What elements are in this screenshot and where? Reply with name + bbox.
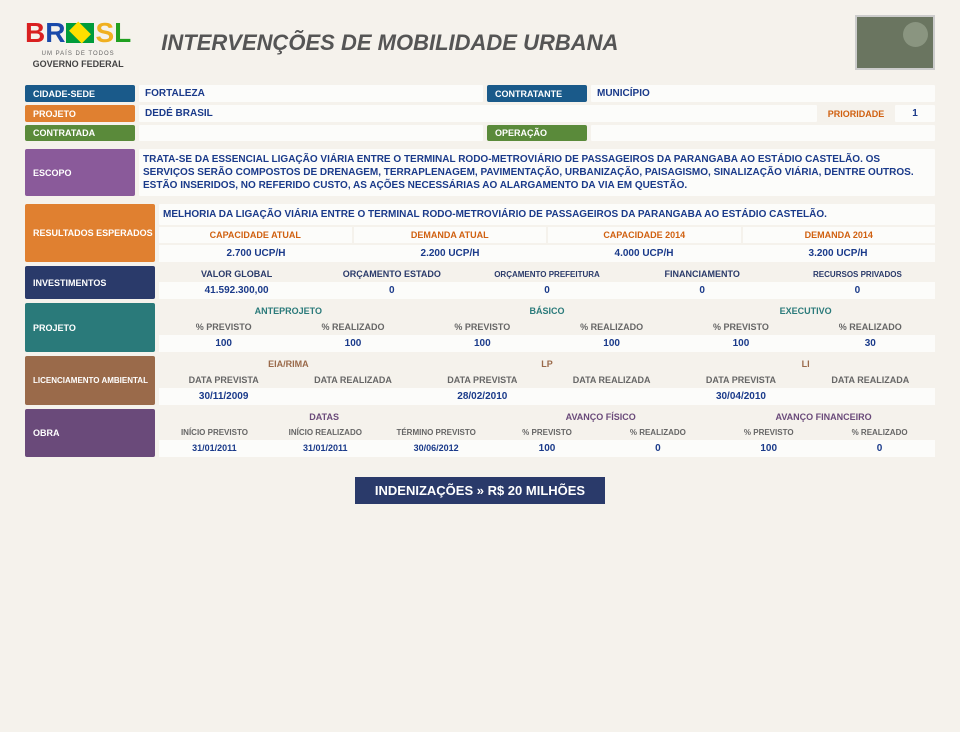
label-eia: EIA/RIMA: [159, 356, 418, 372]
label-anteprojeto: ANTEPROJETO: [159, 303, 418, 319]
label-real2: % REALIZADO: [547, 319, 676, 335]
brasil-logo: B R S L UM PAÍS DE TODOS GOVERNO FEDERAL: [25, 17, 131, 69]
label-dr2: DATA REALIZADA: [547, 372, 676, 388]
label-dp3: DATA PREVISTA: [676, 372, 805, 388]
label-cidade-sede: CIDADE-SEDE: [25, 85, 135, 102]
value-cap-2014: 4.000 UCP/H: [547, 245, 741, 262]
value-contratante: MUNICÍPIO: [591, 85, 935, 102]
value-operacao: [591, 125, 935, 141]
label-dem-atual: DEMANDA ATUAL: [354, 227, 547, 243]
label-resultados: RESULTADOS ESPERADOS: [25, 204, 155, 262]
value-resultados: MELHORIA DA LIGAÇÃO VIÁRIA ENTRE O TERMI…: [159, 204, 935, 225]
label-preal1: % REALIZADO: [602, 425, 713, 440]
page-title: INTERVENÇÕES DE MOBILIDADE URBANA: [161, 30, 825, 56]
label-dr1: DATA REALIZADA: [288, 372, 417, 388]
label-projeto: PROJETO: [25, 105, 135, 122]
label-basico: BÁSICO: [418, 303, 677, 319]
label-real1: % REALIZADO: [288, 319, 417, 335]
value-contratada: [139, 125, 483, 141]
label-dem-2014: DEMANDA 2014: [743, 227, 936, 243]
header-photo: [855, 15, 935, 70]
obra-val: 30/06/2012: [381, 440, 492, 457]
label-prev1: % PREVISTO: [159, 319, 288, 335]
obra-val: 100: [492, 440, 603, 457]
lic-date: 28/02/2010: [418, 388, 547, 405]
logo-letter: L: [114, 17, 131, 49]
label-contratante: CONTRATANTE: [487, 85, 587, 102]
value-escopo: TRATA-SE DA ESSENCIAL LIGAÇÃO VIÁRIA ENT…: [139, 149, 935, 196]
label-dp2: DATA PREVISTA: [418, 372, 547, 388]
lic-date: [806, 388, 935, 405]
label-pprev2: % PREVISTO: [713, 425, 824, 440]
label-projeto2: PROJETO: [25, 303, 155, 352]
value-valor-global: 41.592.300,00: [159, 282, 314, 299]
obra-val: 0: [602, 440, 713, 457]
value-projeto: DEDÉ BRASIL: [139, 105, 817, 122]
label-inic-real: INÍCIO REALIZADO: [270, 425, 381, 440]
value-financ: 0: [625, 282, 780, 299]
label-executivo: EXECUTIVO: [676, 303, 935, 319]
value-orc-pref: 0: [469, 282, 624, 299]
value-cidade-sede: FORTALEZA: [139, 85, 483, 102]
logo-letter: S: [95, 17, 114, 49]
document-header: B R S L UM PAÍS DE TODOS GOVERNO FEDERAL…: [25, 15, 935, 70]
label-av-fin: AVANÇO FINANCEIRO: [712, 409, 935, 425]
label-av-fisico: AVANÇO FÍSICO: [489, 409, 712, 425]
label-investimentos: INVESTIMENTOS: [25, 266, 155, 299]
label-orc-pref: ORÇAMENTO PREFEITURA: [469, 266, 624, 282]
label-term-prev: TÉRMINO PREVISTO: [381, 425, 492, 440]
label-prev3: % PREVISTO: [676, 319, 805, 335]
label-lp: LP: [418, 356, 677, 372]
label-contratada: CONTRATADA: [25, 125, 135, 141]
label-li: LI: [676, 356, 935, 372]
label-operacao: OPERAÇÃO: [487, 125, 587, 141]
label-valor-global: VALOR GLOBAL: [159, 266, 314, 282]
obra-val: 0: [824, 440, 935, 457]
label-cap-atual: CAPACIDADE ATUAL: [159, 227, 352, 243]
label-cap-2014: CAPACIDADE 2014: [548, 227, 741, 243]
label-preal2: % REALIZADO: [824, 425, 935, 440]
value-prioridade: 1: [895, 105, 935, 122]
proj-val: 100: [418, 335, 547, 352]
lic-date: 30/04/2010: [676, 388, 805, 405]
value-dem-2014: 3.200 UCP/H: [741, 245, 935, 262]
label-orc-estado: ORÇAMENTO ESTADO: [314, 266, 469, 282]
label-pprev1: % PREVISTO: [492, 425, 603, 440]
label-escopo: ESCOPO: [25, 149, 135, 196]
obra-val: 100: [713, 440, 824, 457]
proj-val: 100: [676, 335, 805, 352]
logo-subtitle: UM PAÍS DE TODOS: [42, 51, 115, 57]
proj-val: 100: [288, 335, 417, 352]
label-inic-prev: INÍCIO PREVISTO: [159, 425, 270, 440]
label-dp1: DATA PREVISTA: [159, 372, 288, 388]
label-prev2: % PREVISTO: [418, 319, 547, 335]
lic-date: [547, 388, 676, 405]
footer-indenizacoes: INDENIZAÇÕES » R$ 20 MILHÕES: [355, 477, 605, 504]
lic-date: [288, 388, 417, 405]
value-cap-atual: 2.700 UCP/H: [159, 245, 353, 262]
proj-val: 30: [806, 335, 935, 352]
logo-letter: R: [45, 17, 65, 49]
value-orc-estado: 0: [314, 282, 469, 299]
value-dem-atual: 2.200 UCP/H: [353, 245, 547, 262]
label-datas: DATAS: [159, 409, 489, 425]
flag-icon: [66, 23, 94, 43]
proj-val: 100: [547, 335, 676, 352]
obra-val: 31/01/2011: [159, 440, 270, 457]
label-real3: % REALIZADO: [806, 319, 935, 335]
label-prioridade: PRIORIDADE: [821, 105, 891, 122]
label-rec-priv: RECURSOS PRIVADOS: [780, 266, 935, 282]
label-financ: FINANCIAMENTO: [625, 266, 780, 282]
label-licenciamento: LICENCIAMENTO AMBIENTAL: [25, 356, 155, 405]
label-obra: OBRA: [25, 409, 155, 457]
obra-val: 31/01/2011: [270, 440, 381, 457]
logo-gov: GOVERNO FEDERAL: [33, 59, 124, 69]
proj-val: 100: [159, 335, 288, 352]
label-dr3: DATA REALIZADA: [806, 372, 935, 388]
value-rec-priv: 0: [780, 282, 935, 299]
logo-letter: B: [25, 17, 45, 49]
lic-date: 30/11/2009: [159, 388, 288, 405]
